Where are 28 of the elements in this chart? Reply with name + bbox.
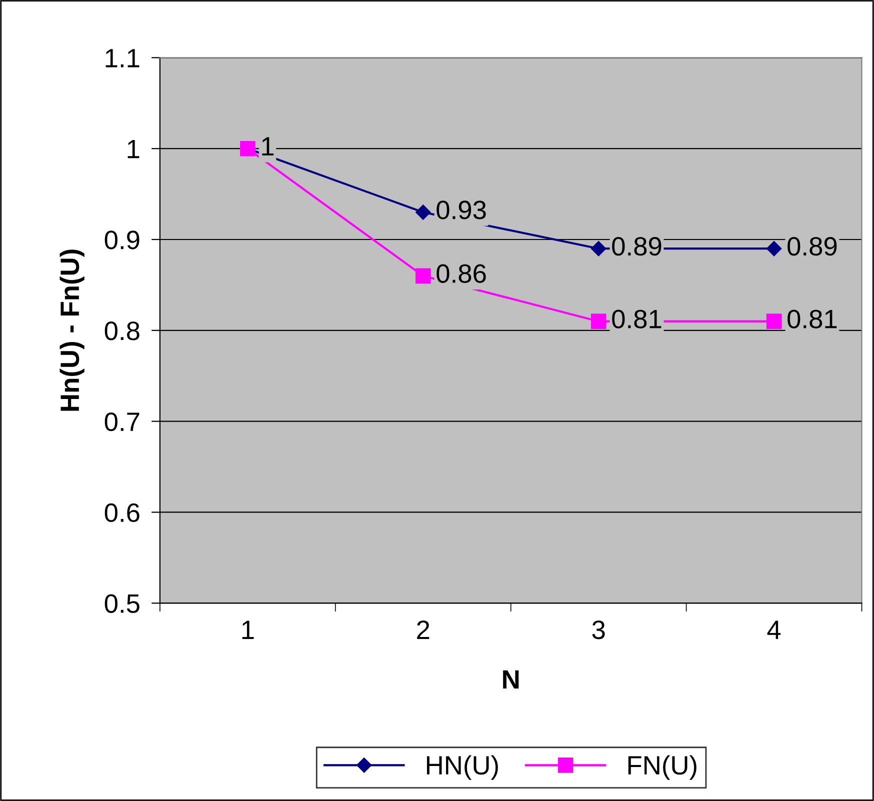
point: [591, 241, 606, 256]
x-tick-label: 2: [417, 620, 430, 639]
point: [416, 204, 431, 220]
y-tick-label: 0.7: [104, 412, 140, 432]
data-label: 1: [262, 137, 274, 156]
x-axis-title: N: [503, 670, 519, 689]
point: [590, 314, 606, 329]
x-tick-label: 4: [767, 620, 781, 639]
point: [766, 241, 782, 256]
data-label: 0.89: [788, 236, 837, 256]
data-label: 0.89: [612, 236, 662, 256]
data-label: 0.81: [612, 310, 662, 328]
y-tick-label: 1.1: [106, 49, 140, 68]
legend-label: FN(U): [628, 755, 696, 780]
data-label: 0.81: [788, 310, 837, 328]
data-label: 0.86: [436, 264, 486, 283]
legend-label: HN(U): [426, 755, 498, 780]
y-tick-label: 0.8: [104, 322, 140, 340]
data-label: 0.93: [436, 200, 486, 220]
point: [415, 268, 431, 284]
x-tick-label: 1: [242, 620, 254, 639]
x-tick-label: 3: [592, 620, 605, 640]
y-axis-title: Hn(U) - Fn(U): [60, 250, 84, 411]
y-tick-label: 0.5: [104, 594, 140, 613]
point: [766, 314, 782, 329]
y-tick-label: 1: [128, 140, 140, 158]
y-tick-label: 0.6: [104, 503, 140, 522]
y-tick-label: 0.9: [104, 230, 140, 250]
